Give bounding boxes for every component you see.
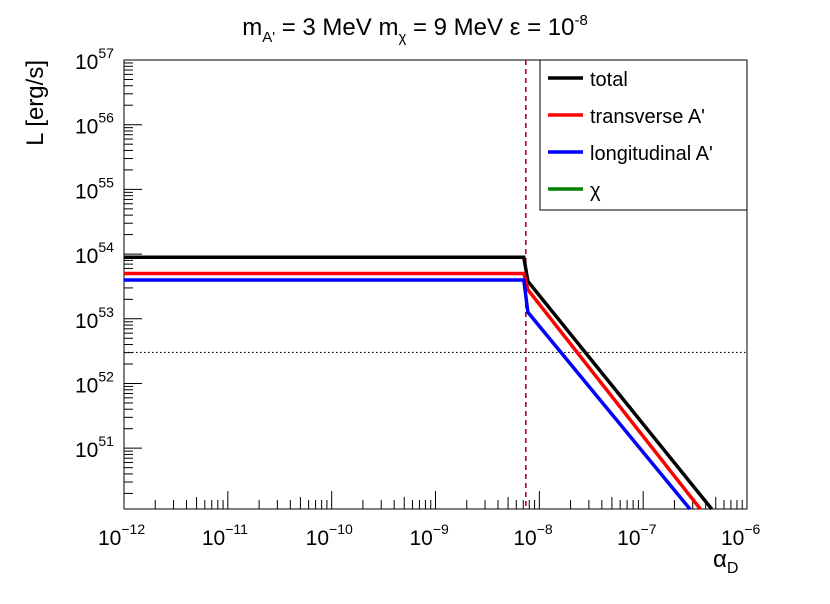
y-tick-label: 1056 [75,110,114,139]
legend-label: longitudinal A' [590,143,713,165]
legend: total transverse A' longitudinal A' χ [539,59,748,211]
x-axis-label: αD [713,546,738,577]
series-line-transversea [124,271,702,511]
legend-label: χ [590,180,601,202]
chart-title: mA' = 3 MeV mχ = 9 MeV ε = 10-8 [242,12,588,46]
y-tick-label: 1051 [75,433,114,462]
x-tick-label: 10−6 [721,521,761,550]
y-tick-label: 1057 [75,45,114,74]
legend-label: total [590,69,628,91]
x-tick-label: 10−7 [617,521,657,550]
x-tick-label: 10−12 [98,521,145,550]
series-line-longitudinala [124,278,692,511]
reference-lines [124,60,747,509]
y-axis-label: L [erg/s] [22,60,49,146]
y-tick-label: 1055 [75,174,114,203]
x-tick-label: 10−9 [410,521,450,550]
series-line-total [124,255,714,511]
x-tick-label: 10−11 [202,521,248,550]
legend-items: total transverse A' longitudinal A' χ [548,69,713,202]
legend-box [539,59,748,211]
y-tick-label: 1052 [75,368,114,397]
axis-tick-labels: 10−12 10−11 10−10 10−9 10−8 10−7 10−6 1051 1052 1… [75,45,761,550]
legend-label: transverse A' [590,106,705,128]
series-lines [124,255,714,511]
y-tick-label: 1054 [75,239,114,268]
x-tick-label: 10−10 [306,521,353,550]
axis-ticks [123,59,748,509]
x-tick-label: 10−8 [513,521,553,550]
y-tick-label: 1053 [75,304,114,333]
